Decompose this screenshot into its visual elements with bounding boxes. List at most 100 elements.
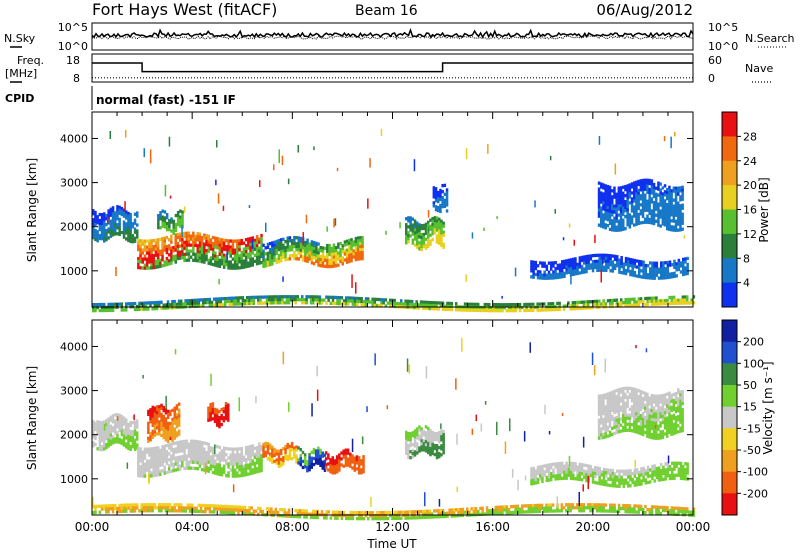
- heatmap-cell: [103, 305, 106, 310]
- heatmap-cell: [604, 432, 607, 436]
- heatmap-cell: [194, 240, 197, 245]
- heatmap-cell: [141, 462, 144, 466]
- heatmap-cell: [299, 245, 303, 250]
- heatmap-cell: [249, 450, 252, 455]
- heatmap-cell: [295, 248, 298, 252]
- heatmap-cell: [677, 467, 681, 471]
- heatmap-cell: [679, 204, 682, 208]
- heatmap-cell: [327, 468, 330, 472]
- heatmap-cell: [258, 451, 261, 455]
- heatmap-cell: [332, 264, 336, 268]
- heatmap-cell: [319, 451, 322, 455]
- heatmap-cell: [418, 446, 421, 450]
- heatmap-cell: [175, 404, 179, 408]
- heatmap-cell: [317, 254, 320, 258]
- heatmap-cell: [510, 309, 513, 313]
- heatmap-cell: [159, 472, 162, 476]
- heatmap-cell: [283, 301, 286, 305]
- heatmap-cell: [244, 452, 248, 456]
- heatmap-cell: [641, 202, 645, 207]
- heatmap-cell: [173, 427, 176, 431]
- heatmap-cell: [633, 429, 636, 433]
- heatmap-cell: [116, 214, 119, 218]
- heatmap-cell: [652, 409, 656, 413]
- heatmap-cell: [187, 237, 191, 241]
- heatmap-cell: [319, 460, 322, 464]
- heatmap-cell: [339, 253, 342, 258]
- heatmap-cell: [589, 467, 593, 472]
- heatmap-cell: [323, 246, 327, 250]
- heatmap-cell: [371, 303, 374, 307]
- heatmap-cell: [657, 193, 660, 197]
- heatmap-cell: [111, 510, 115, 514]
- heatmap-cell: [194, 237, 197, 242]
- heatmap-cell: [207, 249, 210, 253]
- heatmap-cell: [141, 266, 144, 270]
- heatmap-cell: [148, 260, 151, 264]
- heatmap-cell: [331, 456, 334, 460]
- heatmap-cell: [238, 248, 241, 252]
- heatmap-cell: [664, 302, 667, 306]
- heatmap-cell: [105, 425, 108, 429]
- heatmap-cell: [136, 422, 139, 426]
- heatmap-cell: [207, 415, 210, 419]
- heatmap-cell: [659, 409, 662, 413]
- heatmap-cell: [122, 503, 126, 507]
- heatmap-cell: [271, 253, 274, 257]
- heatmap-cell: [424, 246, 428, 250]
- heatmap-cell: [672, 207, 676, 211]
- heatmap-cell: [569, 464, 573, 468]
- heatmap-cell: [183, 457, 186, 462]
- heatmap-cell: [231, 248, 235, 252]
- heatmap-cell: [107, 215, 110, 219]
- heatmap-cell: [433, 307, 436, 311]
- heatmap-cell: [160, 433, 163, 437]
- heatmap-cell: [203, 233, 206, 237]
- heatmap-cell: [141, 450, 144, 454]
- heatmap-cell: [293, 449, 296, 453]
- heatmap-cell: [136, 425, 139, 429]
- heatmap-cell: [563, 470, 566, 474]
- heatmap-cell: [268, 260, 272, 264]
- heatmap-cell: [344, 463, 348, 467]
- heatmap-cell: [641, 193, 645, 198]
- heatmap-cell: [255, 449, 259, 453]
- heatmap-cell: [100, 427, 104, 431]
- scatter-streak: [248, 205, 251, 208]
- heatmap-cell: [648, 178, 651, 183]
- heatmap-cell: [637, 297, 641, 301]
- heatmap-cell: [251, 459, 254, 463]
- heatmap-cell: [98, 420, 102, 425]
- heatmap-cell: [165, 449, 169, 454]
- heatmap-cell: [312, 247, 316, 251]
- heatmap-cell: [207, 466, 210, 470]
- heatmap-cell: [355, 458, 359, 462]
- heatmap-cell: [154, 238, 158, 242]
- heatmap-cell: [686, 471, 689, 475]
- heatmap-cell: [286, 242, 289, 246]
- heatmap-cell: [684, 266, 687, 270]
- heatmap-cell: [279, 259, 283, 263]
- heatmap-cell: [238, 266, 241, 270]
- heatmap-cell: [211, 256, 215, 261]
- heatmap-cell: [639, 396, 643, 400]
- heatmap-cell: [147, 427, 150, 431]
- heatmap-cell: [297, 248, 300, 252]
- heatmap-cell: [150, 462, 153, 466]
- heatmap-cell: [133, 230, 137, 234]
- heatmap-cell: [652, 421, 656, 425]
- heatmap-cell: [244, 449, 248, 453]
- heatmap-cell: [666, 301, 669, 306]
- heatmap-cell: [657, 403, 660, 407]
- heatmap-cell: [129, 236, 132, 241]
- heatmap-cell: [111, 209, 115, 213]
- heatmap-cell: [264, 453, 267, 458]
- heatmap-cell: [107, 417, 110, 421]
- heatmap-cell: [346, 451, 350, 455]
- heatmap-cell: [122, 229, 126, 233]
- heatmap-cell: [92, 227, 95, 231]
- heatmap-cell: [173, 409, 176, 413]
- heatmap-cell: [94, 421, 97, 426]
- heatmap-cell: [677, 228, 680, 232]
- heatmap-cell: [213, 416, 217, 421]
